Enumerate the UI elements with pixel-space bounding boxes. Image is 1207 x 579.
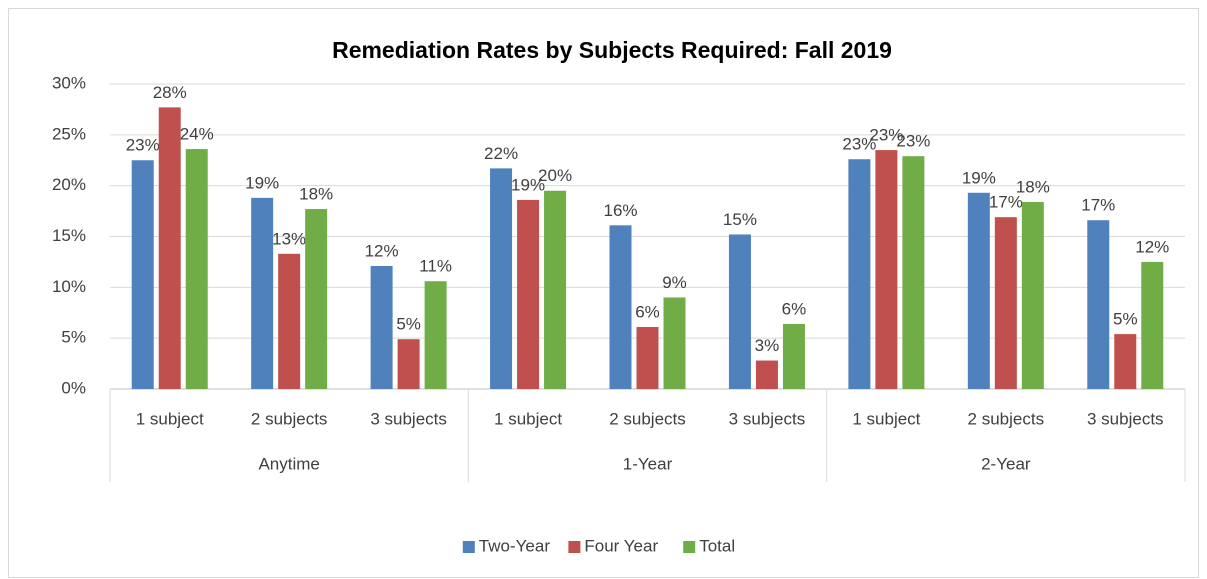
chart-title: Remediation Rates by Subjects Required: … [332,37,892,63]
x-tick-label: 2 subjects [968,409,1045,428]
data-label: 12% [1135,237,1169,256]
data-label: 20% [538,166,572,185]
bar [994,217,1017,389]
y-tick-label: 25% [52,124,86,143]
data-label: 19% [962,168,996,187]
x-tick-label: 2 subjects [609,409,686,428]
legend-swatch [683,541,696,553]
data-label: 28% [153,83,187,102]
x-tick-label: 3 subjects [729,409,806,428]
data-label: 17% [1081,196,1115,215]
bar [636,326,659,389]
bar [1087,220,1110,389]
data-label: 19% [511,175,545,194]
data-label: 6% [635,302,660,321]
bar [424,281,447,389]
bar [609,225,632,389]
bar [305,209,328,389]
bar [875,150,898,389]
bar [517,199,540,389]
data-label: 12% [365,241,399,260]
data-label: 19% [245,173,279,192]
bar [185,149,208,389]
data-label: 11% [419,257,452,276]
bar [782,323,805,389]
bar [278,253,301,389]
data-label: 16% [603,201,637,220]
data-label: 13% [272,229,306,248]
y-tick-label: 15% [52,226,86,245]
legend-label: Total [699,536,735,555]
bar [1114,334,1137,389]
data-label: 18% [299,185,333,204]
bar [397,339,420,389]
data-label: 23% [126,136,160,155]
x-tick-label: 1 subject [852,409,920,428]
group-label: Anytime [258,454,319,473]
legend-label: Two-Year [479,536,551,555]
bar [663,297,686,389]
x-tick-label: 3 subjects [1087,409,1164,428]
data-label: 22% [484,144,518,163]
data-label: 5% [396,315,421,334]
bar [370,265,393,389]
data-label: 9% [662,273,687,292]
data-label: 15% [723,210,757,229]
y-tick-label: 10% [52,277,86,296]
bar [490,168,513,389]
y-tick-label: 30% [52,73,86,92]
bar [1141,261,1164,389]
bar [902,156,925,389]
group-label: 1-Year [623,454,673,473]
bar [967,192,990,389]
data-label: 17% [989,193,1023,212]
data-label: 3% [755,336,780,355]
x-tick-label: 3 subjects [370,409,447,428]
bar [755,360,778,389]
legend-swatch [462,541,475,553]
data-label: 23% [896,132,930,151]
bar [158,107,181,389]
data-label: 24% [180,125,214,144]
x-tick-label: 1 subject [136,409,204,428]
y-tick-label: 0% [61,378,86,397]
x-tick-label: 1 subject [494,409,562,428]
data-label: 6% [782,299,807,318]
bar [544,190,567,389]
bar [848,159,871,389]
bar [728,234,751,389]
group-label: 2-Year [981,454,1031,473]
x-tick-label: 2 subjects [251,409,328,428]
data-label: 23% [842,135,876,154]
data-label: 18% [1016,177,1050,196]
bar [251,197,274,389]
y-tick-label: 20% [52,175,86,194]
legend-label: Four Year [584,536,658,555]
legend-swatch [568,541,581,553]
data-label: 5% [1113,310,1138,329]
bar [1021,201,1044,389]
y-tick-label: 5% [61,328,86,347]
bar [131,160,154,389]
data-label: 23% [869,126,903,145]
